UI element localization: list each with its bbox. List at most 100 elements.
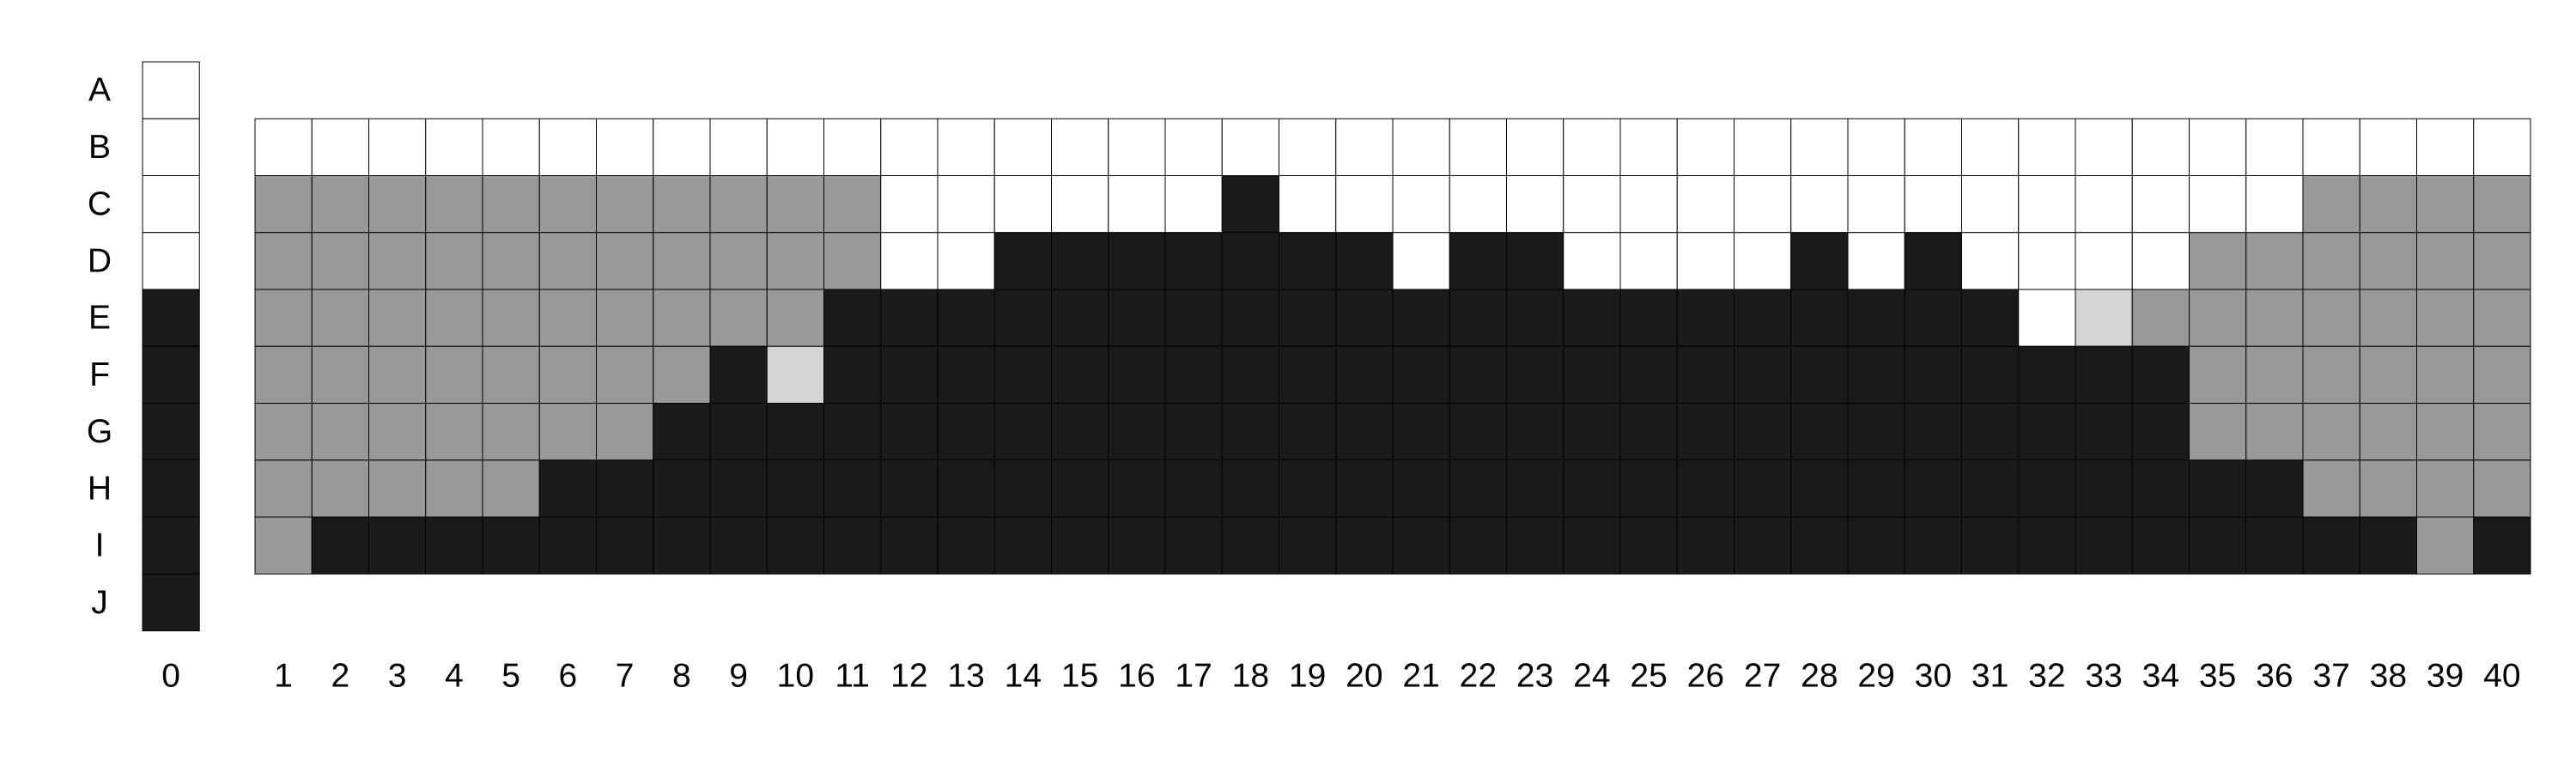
grid-cell <box>596 345 654 404</box>
grid-cell <box>1506 403 1564 461</box>
grid-cell <box>653 118 711 176</box>
grid-cell <box>766 175 824 234</box>
grid-cell <box>1279 289 1337 347</box>
grid-cell <box>993 175 1052 234</box>
grid-cell <box>2189 175 2247 234</box>
grid-cell <box>937 403 995 461</box>
row-label: B <box>88 129 111 166</box>
grid-cell <box>2018 516 2076 575</box>
grid-cell <box>1619 118 1678 176</box>
column-label: 35 <box>2199 658 2236 695</box>
grid-cell <box>368 232 427 290</box>
grid-cell <box>1847 516 1905 575</box>
grid-cell <box>709 460 768 518</box>
grid-cell <box>538 516 597 575</box>
grid-cell <box>653 403 711 461</box>
grid-cell <box>2473 345 2531 404</box>
grid-cell <box>653 516 711 575</box>
grid-cell <box>2075 403 2133 461</box>
grid-cell <box>1734 118 1792 176</box>
grid-cell <box>1506 175 1564 234</box>
grid-cell <box>482 516 540 575</box>
column-label: 8 <box>672 658 691 695</box>
grid-cell <box>1108 516 1166 575</box>
column-labels: 0 1 2 3 4 5 6 7 8 9 10 11 12 13 14 15 16 17 18 19 20 21 22 23 24… <box>161 658 2520 695</box>
grid-cell <box>2359 232 2417 290</box>
grid-cell <box>2245 460 2304 518</box>
grid-cell <box>1961 516 2020 575</box>
grid-cell <box>1449 516 1507 575</box>
grid-cell <box>538 460 597 518</box>
column-label: 39 <box>2427 658 2464 695</box>
grid-cell <box>823 232 882 290</box>
column-label: 28 <box>1801 658 1838 695</box>
grid-cell <box>1108 345 1166 404</box>
grid-cell <box>1164 403 1223 461</box>
grid-cell <box>596 118 654 176</box>
grid-cell <box>993 289 1052 347</box>
grid-cell <box>2189 232 2247 290</box>
grid-cell <box>596 232 654 290</box>
grid-cell <box>709 403 768 461</box>
grid-cell <box>1392 232 1450 290</box>
column-label: 14 <box>1005 658 1042 695</box>
grid-cell <box>993 118 1052 176</box>
grid-cell <box>1335 403 1394 461</box>
grid-cell <box>993 460 1052 518</box>
grid-cell <box>2189 118 2247 176</box>
grid-cell <box>1790 118 1849 176</box>
grid-cell <box>2189 460 2247 518</box>
grid-cell <box>1051 403 1109 461</box>
grid-cell <box>1051 175 1109 234</box>
grid-cell <box>2473 403 2531 461</box>
grid-cell <box>482 289 540 347</box>
column-label: 22 <box>1460 658 1497 695</box>
grid-cell <box>653 345 711 404</box>
grid-cells <box>254 118 2531 575</box>
column-label: 11 <box>835 658 870 695</box>
grid-cell <box>1335 289 1394 347</box>
grid-cell <box>142 460 200 518</box>
grid-cell <box>2018 403 2076 461</box>
grid-cell <box>425 460 483 518</box>
grid-cell <box>254 460 313 518</box>
grid-cell <box>1335 460 1394 518</box>
grid-cell <box>2302 232 2360 290</box>
grid-cell <box>2131 232 2190 290</box>
column-label: 34 <box>2142 658 2179 695</box>
grid-cell <box>2416 175 2475 234</box>
grid-cell <box>1619 516 1678 575</box>
grid-cell <box>2018 289 2076 347</box>
grid-cell <box>1847 289 1905 347</box>
grid-cell <box>2416 345 2475 404</box>
column-label: 38 <box>2370 658 2407 695</box>
grid-cell <box>1961 403 2020 461</box>
grid-cell <box>1335 345 1394 404</box>
grid-cell <box>1961 289 2020 347</box>
grid-cell <box>653 460 711 518</box>
grid-cell <box>425 175 483 234</box>
grid-cell <box>1506 232 1564 290</box>
grid-cell <box>1221 175 1279 234</box>
grid-cell <box>2131 516 2190 575</box>
grid-cell <box>1392 516 1450 575</box>
column-label: 3 <box>388 658 407 695</box>
grid-cell <box>1563 175 1621 234</box>
grid-cell <box>1221 460 1279 518</box>
column-label: 24 <box>1573 658 1610 695</box>
grid-cell <box>937 118 995 176</box>
grid-cell <box>993 516 1052 575</box>
grid-cell <box>1904 403 1962 461</box>
grid-cell <box>311 289 369 347</box>
grid-cell <box>2416 403 2475 461</box>
grid-cell <box>1279 345 1337 404</box>
grid-cell <box>1506 345 1564 404</box>
grid-cell <box>254 516 313 575</box>
grid-cell <box>1108 232 1166 290</box>
grid-cell <box>1676 460 1735 518</box>
grid-cell <box>937 516 995 575</box>
grid-cell <box>538 345 597 404</box>
column-label: 17 <box>1175 658 1212 695</box>
grid-cell <box>2189 403 2247 461</box>
grid-cell <box>1221 345 1279 404</box>
